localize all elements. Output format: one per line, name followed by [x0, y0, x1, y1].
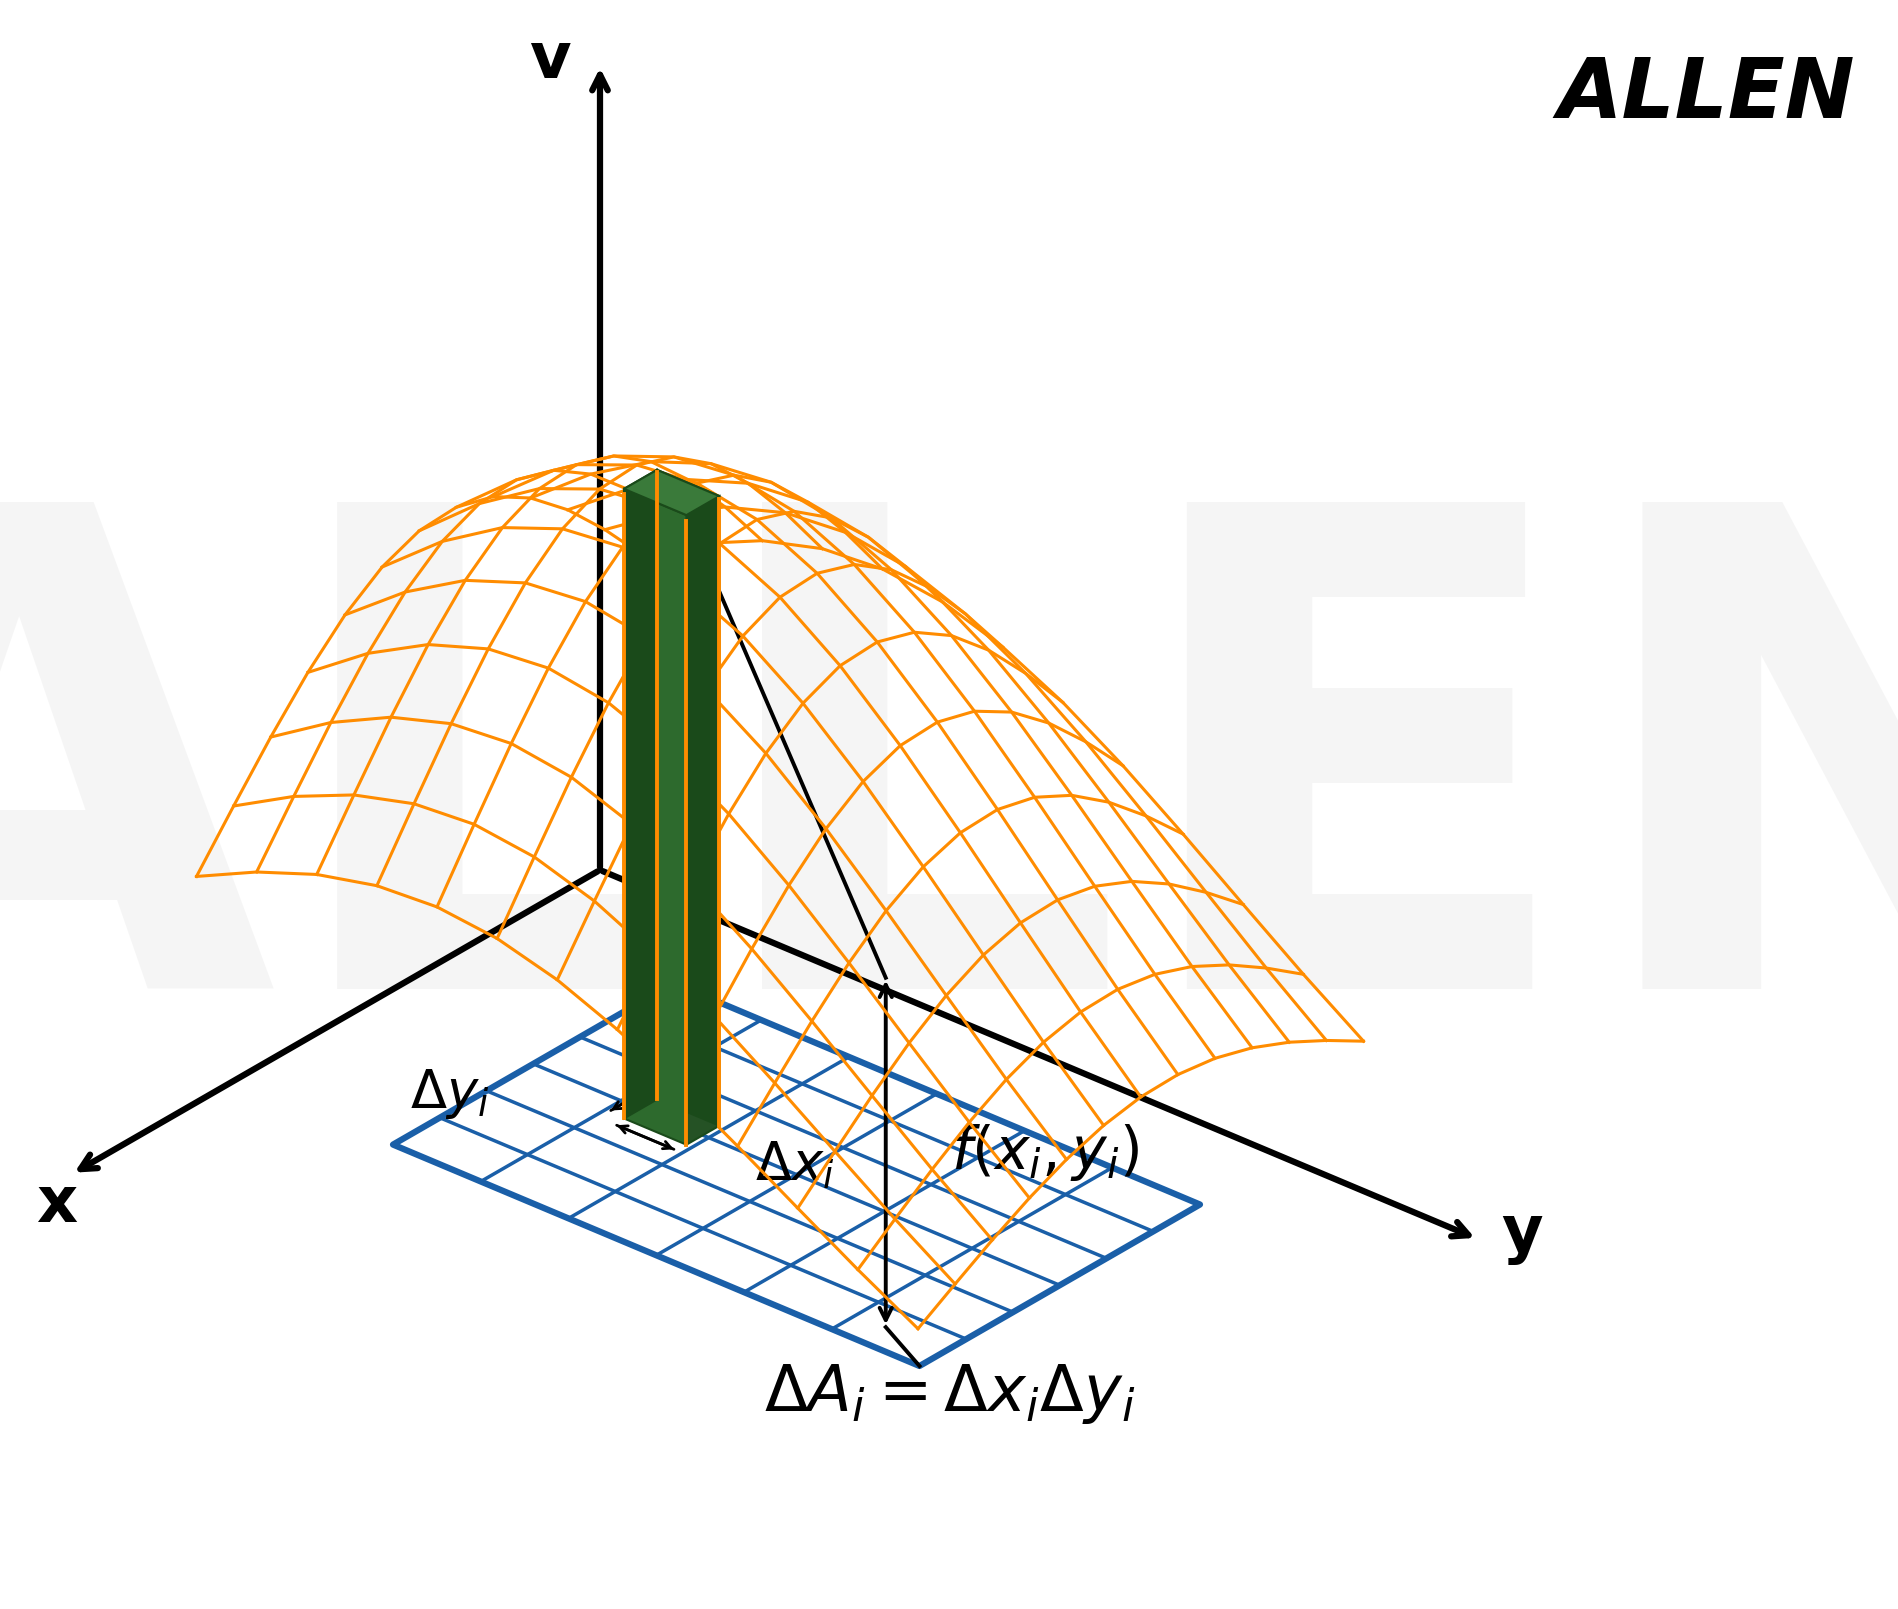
Text: y: y: [1501, 1204, 1543, 1265]
Polygon shape: [624, 489, 685, 1144]
Text: $\Delta x_i$: $\Delta x_i$: [755, 1139, 835, 1191]
Text: x: x: [36, 1173, 78, 1236]
Text: v: v: [530, 29, 571, 92]
Text: $\Delta y_i$: $\Delta y_i$: [410, 1067, 490, 1121]
Polygon shape: [685, 496, 719, 1144]
Text: $f(x_i, y_i)$: $f(x_i, y_i)$: [951, 1121, 1139, 1183]
Text: $\Delta A_i   =   \Delta x_i   \Delta y_i$: $\Delta A_i = \Delta x_i \Delta y_i$: [763, 1361, 1135, 1426]
Polygon shape: [657, 470, 719, 1126]
Polygon shape: [624, 470, 719, 515]
Text: ALLEN: ALLEN: [1556, 55, 1854, 135]
Text: ALLEN: ALLEN: [0, 483, 1898, 1128]
Polygon shape: [624, 470, 657, 1118]
